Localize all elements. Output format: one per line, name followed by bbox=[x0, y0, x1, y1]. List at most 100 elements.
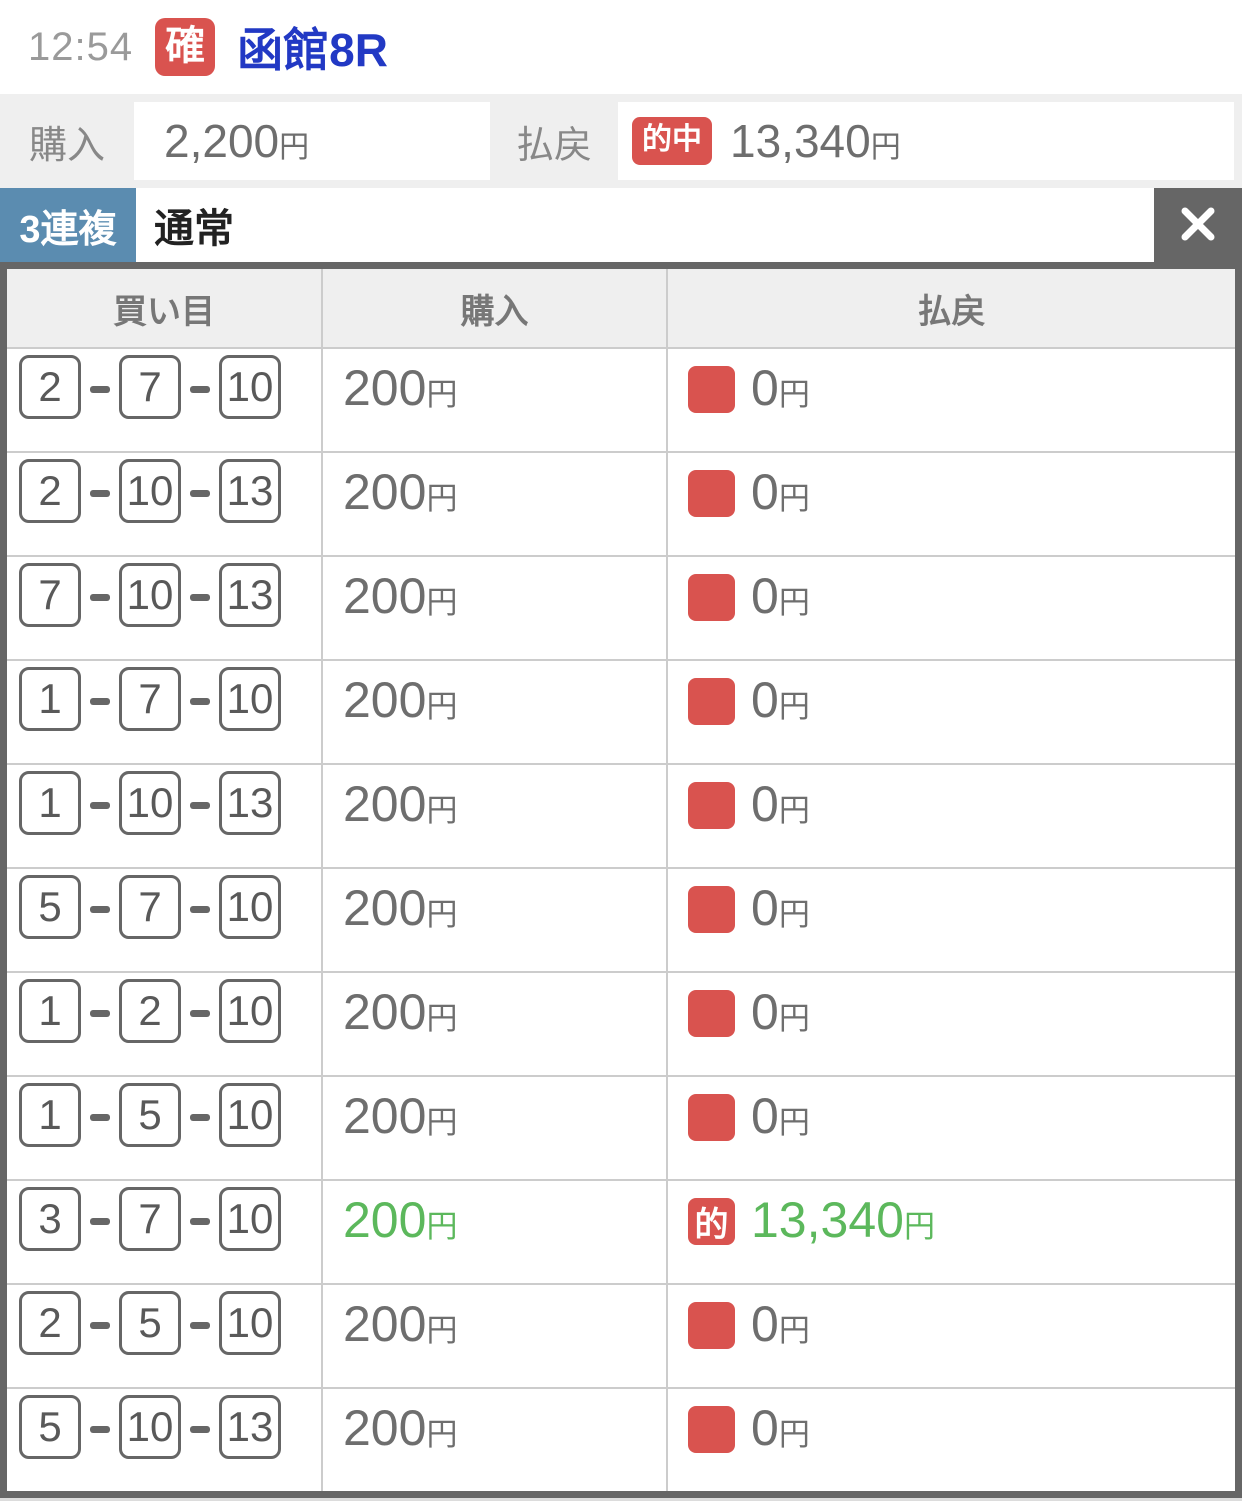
race-title-link[interactable]: 函館8R bbox=[237, 24, 388, 76]
horse-number-box: 1 bbox=[19, 667, 81, 731]
payout-amount: 0円 bbox=[751, 1088, 810, 1144]
purchase-amount: 200円 bbox=[343, 776, 458, 832]
dash-icon bbox=[90, 1426, 110, 1433]
bet-numbers-cell: 1 5 10 bbox=[7, 1077, 323, 1179]
purchase-cell: 200円 bbox=[323, 1285, 668, 1387]
payout-cell: 0円 bbox=[668, 349, 1235, 451]
horse-number-box: 7 bbox=[19, 563, 81, 627]
purchase-cell: 200円 bbox=[323, 453, 668, 555]
payout-total: 13,340円 bbox=[730, 115, 901, 167]
dash-icon bbox=[190, 1426, 210, 1433]
dash-icon bbox=[90, 1218, 110, 1225]
bet-numbers-cell: 2 7 10 bbox=[7, 349, 323, 451]
horse-number-box: 5 bbox=[119, 1083, 181, 1147]
horse-number-box: 10 bbox=[219, 1187, 281, 1251]
payout-cell: 0円 bbox=[668, 1389, 1235, 1491]
dash-icon bbox=[190, 802, 210, 809]
dash-icon bbox=[190, 1010, 210, 1017]
table-body: 2 7 10 200円 0円 2 10 13 200円 0円 bbox=[7, 349, 1235, 1491]
dash-icon bbox=[90, 1322, 110, 1329]
horse-number-box: 10 bbox=[219, 667, 281, 731]
purchase-total-box: 2,200円 bbox=[134, 102, 490, 180]
purchase-cell: 200円 bbox=[323, 661, 668, 763]
close-button[interactable] bbox=[1154, 188, 1242, 262]
purchase-amount: 200円 bbox=[343, 464, 458, 520]
horse-number-box: 13 bbox=[219, 459, 281, 523]
horse-number-box: 13 bbox=[219, 563, 281, 627]
hit-badge-small bbox=[688, 470, 735, 517]
horse-number-box: 10 bbox=[219, 875, 281, 939]
table-row: 5 10 13 200円 0円 bbox=[7, 1389, 1235, 1491]
table-row: 1 10 13 200円 0円 bbox=[7, 765, 1235, 869]
horse-number-box: 7 bbox=[119, 1187, 181, 1251]
horse-number-box: 1 bbox=[19, 771, 81, 835]
dash-icon bbox=[190, 1218, 210, 1225]
hit-badge-small bbox=[688, 366, 735, 413]
purchase-amount: 200円 bbox=[343, 880, 458, 936]
purchase-amount: 200円 bbox=[343, 568, 458, 624]
purchase-amount: 200円 bbox=[343, 1192, 458, 1248]
dash-icon bbox=[190, 906, 210, 913]
bet-numbers-cell: 2 5 10 bbox=[7, 1285, 323, 1387]
dash-icon bbox=[190, 490, 210, 497]
horse-number-box: 7 bbox=[119, 355, 181, 419]
hit-badge-small bbox=[688, 1406, 735, 1453]
table-header-row: 買い目 購入 払戻 bbox=[7, 269, 1235, 349]
table-row: 1 2 10 200円 0円 bbox=[7, 973, 1235, 1077]
purchase-amount: 200円 bbox=[343, 1296, 458, 1352]
payout-amount: 0円 bbox=[751, 776, 810, 832]
hit-badge: 的中 bbox=[632, 117, 712, 165]
hit-badge-small bbox=[688, 1094, 735, 1141]
bet-numbers-cell: 7 10 13 bbox=[7, 557, 323, 659]
horse-number-box: 10 bbox=[219, 1083, 281, 1147]
tab-sanrenpuku[interactable]: 3連複 bbox=[0, 188, 136, 262]
horse-number-box: 7 bbox=[119, 667, 181, 731]
horse-number-box: 3 bbox=[19, 1187, 81, 1251]
payout-cell: 的 13,340円 bbox=[668, 1181, 1235, 1283]
table-row: 7 10 13 200円 0円 bbox=[7, 557, 1235, 661]
payout-cell: 0円 bbox=[668, 453, 1235, 555]
horse-number-box: 2 bbox=[19, 459, 81, 523]
bet-numbers-cell: 5 10 13 bbox=[7, 1389, 323, 1491]
bet-numbers-cell: 2 10 13 bbox=[7, 453, 323, 555]
horse-number-box: 13 bbox=[219, 771, 281, 835]
horse-number-box: 2 bbox=[19, 355, 81, 419]
purchase-cell: 200円 bbox=[323, 1181, 668, 1283]
purchase-amount: 200円 bbox=[343, 360, 458, 416]
dash-icon bbox=[90, 594, 110, 601]
horse-number-box: 5 bbox=[19, 875, 81, 939]
hit-badge-small: 的 bbox=[688, 1198, 735, 1245]
payout-cell: 0円 bbox=[668, 1077, 1235, 1179]
payout-amount: 0円 bbox=[751, 1296, 810, 1352]
horse-number-box: 1 bbox=[19, 979, 81, 1043]
dash-icon bbox=[190, 386, 210, 393]
dash-icon bbox=[90, 698, 110, 705]
purchase-amount: 200円 bbox=[343, 984, 458, 1040]
dash-icon bbox=[190, 698, 210, 705]
horse-number-box: 10 bbox=[219, 355, 281, 419]
purchase-cell: 200円 bbox=[323, 1077, 668, 1179]
horse-number-box: 10 bbox=[219, 979, 281, 1043]
table-row: 1 5 10 200円 0円 bbox=[7, 1077, 1235, 1181]
purchase-label: 購入 bbox=[28, 124, 105, 167]
payout-cell: 0円 bbox=[668, 765, 1235, 867]
purchase-cell: 200円 bbox=[323, 765, 668, 867]
horse-number-box: 10 bbox=[119, 1395, 181, 1459]
race-header: 12:54 確 函館8R bbox=[0, 0, 1242, 94]
horse-number-box: 1 bbox=[19, 1083, 81, 1147]
payout-label: 払戻 bbox=[515, 124, 592, 167]
dash-icon bbox=[190, 1114, 210, 1121]
payout-amount: 0円 bbox=[751, 672, 810, 728]
confirmed-badge: 確 bbox=[155, 18, 216, 76]
dash-icon bbox=[90, 490, 110, 497]
table-row: 2 10 13 200円 0円 bbox=[7, 453, 1235, 557]
hit-badge-small bbox=[688, 782, 735, 829]
race-time: 12:54 bbox=[28, 24, 134, 69]
purchase-cell: 200円 bbox=[323, 869, 668, 971]
bet-numbers-cell: 1 7 10 bbox=[7, 661, 323, 763]
method-label: 通常 bbox=[154, 207, 234, 251]
close-icon bbox=[1175, 201, 1221, 250]
bet-numbers-cell: 1 10 13 bbox=[7, 765, 323, 867]
payout-amount: 0円 bbox=[751, 568, 810, 624]
payout-cell: 0円 bbox=[668, 661, 1235, 763]
